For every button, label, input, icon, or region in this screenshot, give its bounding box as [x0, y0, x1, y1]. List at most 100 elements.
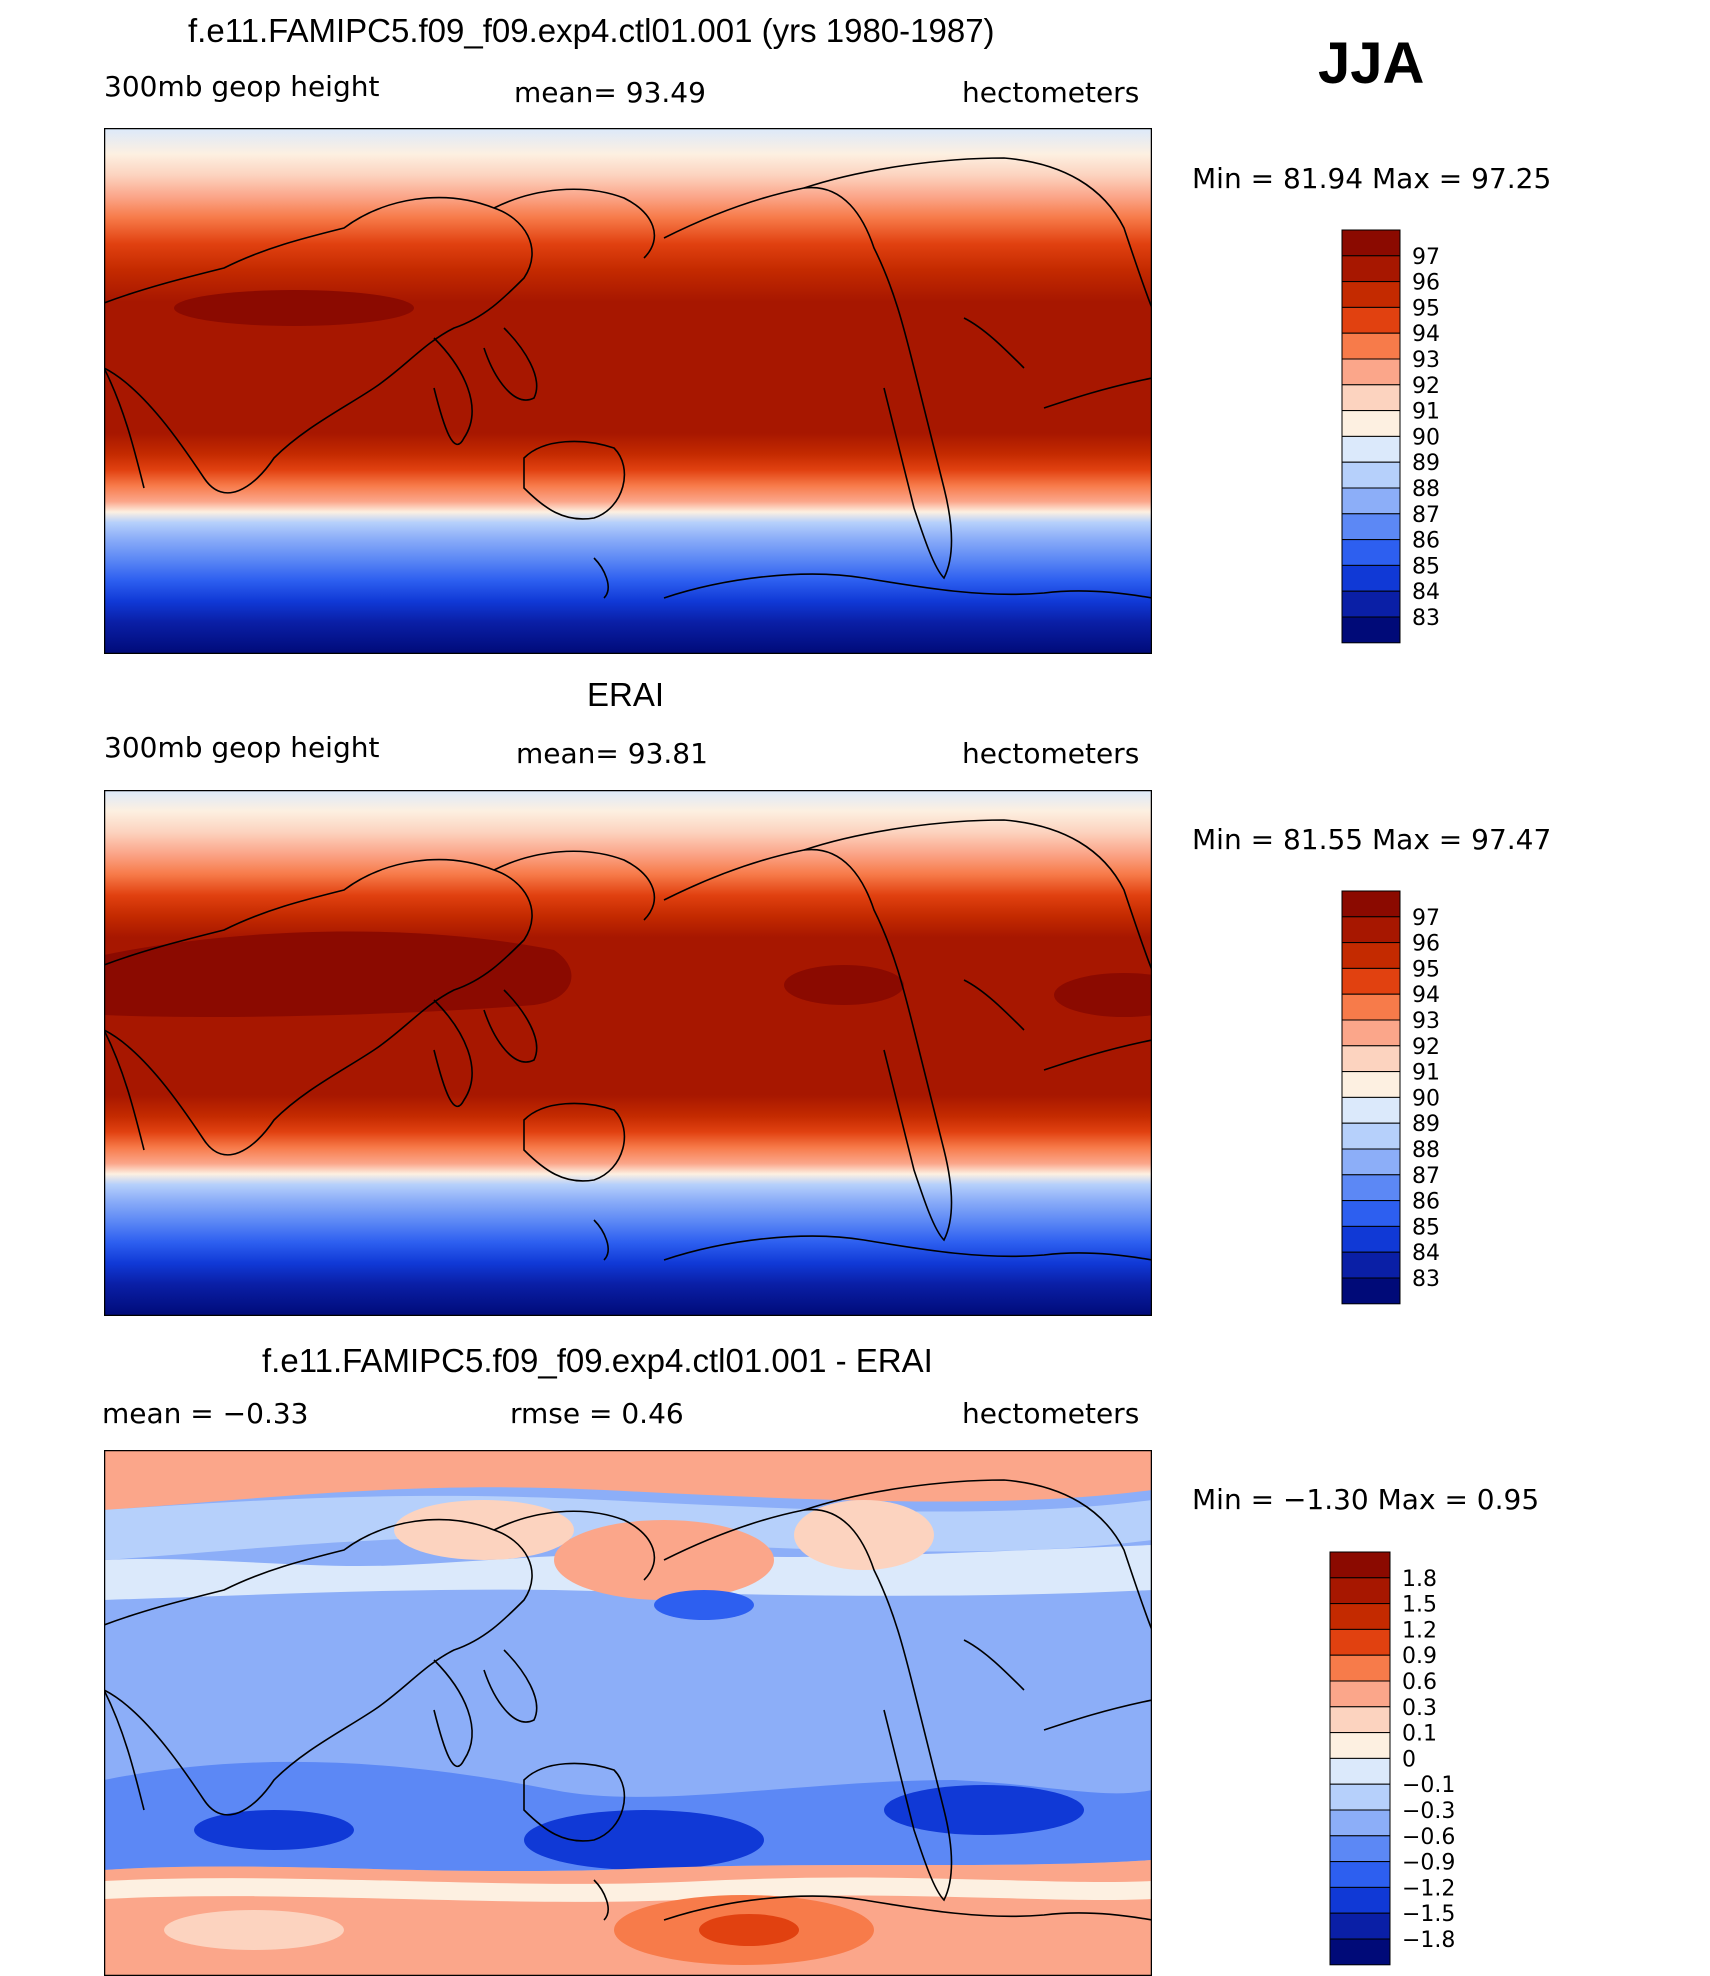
colorbar-box	[1341, 229, 1401, 257]
colorbar-label: −0.6	[1402, 1825, 1455, 1850]
colorbar-label: −1.5	[1402, 1902, 1455, 1927]
colorbar-label: −0.9	[1402, 1851, 1455, 1876]
colorbar-box	[1341, 1277, 1401, 1305]
colorbar-label: 96	[1412, 932, 1440, 957]
colorbar-box	[1341, 1251, 1401, 1279]
colorbar-box	[1329, 1757, 1391, 1785]
colorbar-box	[1341, 1174, 1401, 1202]
panel-1-mean-label: mean= 93.49	[514, 76, 706, 109]
colorbar-box	[1341, 916, 1401, 944]
colorbar-box	[1329, 1551, 1391, 1579]
panel-1-units-label: hectometers	[962, 76, 1140, 109]
panel-3-minmax: Min = −1.30 Max = 0.95	[1192, 1483, 1540, 1516]
colorbar-label: 85	[1412, 554, 1440, 579]
colorbar-label: 93	[1412, 1009, 1440, 1034]
panel-2-mean-label: mean= 93.81	[516, 737, 708, 770]
colorbar-box	[1341, 410, 1401, 437]
colorbar-label: 1.2	[1402, 1618, 1437, 1643]
colorbar-label: 87	[1412, 1164, 1440, 1189]
panel-3-units-label: hectometers	[962, 1397, 1140, 1430]
panel-3-colorbar: 1.81.51.20.90.60.30.10−0.1−0.3−0.6−0.9−1…	[1329, 1551, 1455, 1966]
colorbar-box	[1341, 1200, 1401, 1227]
colorbar-label: 95	[1412, 957, 1440, 982]
panel-2-coastlines	[104, 819, 1152, 1261]
colorbar-label: 95	[1412, 296, 1440, 321]
colorbar-box	[1341, 967, 1401, 995]
panel-1-coastlines	[104, 157, 1152, 599]
colorbar-label: 90	[1412, 425, 1440, 450]
panel-3-rmse-label: rmse = 0.46	[510, 1397, 684, 1430]
colorbar-label: 86	[1412, 529, 1440, 554]
colorbar-label: 0.3	[1402, 1696, 1437, 1721]
colorbar-box	[1341, 1019, 1401, 1047]
colorbar-box	[1329, 1706, 1391, 1734]
colorbar-box	[1341, 1148, 1401, 1176]
colorbar-label: 90	[1412, 1086, 1440, 1111]
colorbar-label: 89	[1412, 1112, 1440, 1137]
colorbar-box	[1329, 1783, 1391, 1811]
colorbar-label: 92	[1412, 374, 1440, 399]
panel-1-title: f.e11.FAMIPC5.f09_f09.exp4.ctl01.001 (yr…	[188, 12, 995, 49]
colorbar-label: 83	[1412, 1267, 1440, 1292]
panel-3-title: f.e11.FAMIPC5.f09_f09.exp4.ctl01.001 - E…	[262, 1342, 933, 1379]
colorbar-label: 96	[1412, 271, 1440, 296]
colorbar-box	[1341, 1096, 1401, 1124]
colorbar-box	[1341, 358, 1401, 386]
colorbar-box	[1341, 564, 1401, 592]
panel-1-map	[104, 128, 1152, 654]
colorbar-box	[1341, 1045, 1401, 1073]
colorbar-label: 84	[1412, 580, 1440, 605]
colorbar-label: 97	[1412, 906, 1440, 931]
panel-2-title: ERAI	[587, 676, 665, 713]
colorbar-label: 91	[1412, 400, 1440, 425]
colorbar-label: 88	[1412, 477, 1440, 502]
colorbar-box	[1329, 1886, 1391, 1914]
colorbar-label: 89	[1412, 451, 1440, 476]
colorbar-box	[1341, 384, 1401, 412]
colorbar-box	[1341, 942, 1401, 969]
colorbar-box	[1341, 1122, 1401, 1150]
colorbar-box	[1341, 590, 1401, 618]
colorbar-box	[1329, 1835, 1391, 1863]
colorbar-box	[1341, 1071, 1401, 1098]
colorbar-box	[1341, 487, 1401, 515]
colorbar-label: 86	[1412, 1190, 1440, 1215]
colorbar-label: 0.9	[1402, 1644, 1437, 1669]
colorbar-label: 97	[1412, 245, 1440, 270]
colorbar-label: −1.2	[1402, 1876, 1455, 1901]
colorbar-box	[1329, 1680, 1391, 1708]
panel-3-coastlines	[104, 1479, 1152, 1921]
colorbar-label: 93	[1412, 348, 1440, 373]
colorbar-box	[1341, 306, 1401, 334]
colorbar-box	[1329, 1732, 1391, 1759]
panel-1-left-label: 300mb geop height	[104, 70, 380, 103]
colorbar-label: −1.8	[1402, 1928, 1455, 1953]
colorbar-box	[1329, 1861, 1391, 1888]
colorbar-label: 0.6	[1402, 1670, 1437, 1695]
colorbar-box	[1329, 1603, 1391, 1630]
colorbar-label: 84	[1412, 1241, 1440, 1266]
panel-1-minmax: Min = 81.94 Max = 97.25	[1192, 162, 1552, 195]
colorbar-label: 0.1	[1402, 1722, 1437, 1747]
colorbar-box	[1341, 993, 1401, 1021]
colorbar-box	[1341, 539, 1401, 566]
panel-2-map	[104, 790, 1152, 1316]
colorbar-label: 1.8	[1402, 1567, 1437, 1592]
colorbar-box	[1329, 1912, 1391, 1940]
colorbar-box	[1329, 1577, 1391, 1605]
colorbar-box	[1341, 281, 1401, 308]
colorbar-label: −0.3	[1402, 1799, 1455, 1824]
colorbar-box	[1329, 1628, 1391, 1656]
colorbar-label: 94	[1412, 983, 1440, 1008]
colorbar-label: −0.1	[1402, 1773, 1455, 1798]
colorbar-box	[1329, 1809, 1391, 1837]
colorbar-box	[1341, 461, 1401, 489]
panel-3-map	[104, 1450, 1152, 1976]
panel-2-minmax: Min = 81.55 Max = 97.47	[1192, 823, 1552, 856]
colorbar-label: 94	[1412, 322, 1440, 347]
colorbar-box	[1341, 513, 1401, 541]
colorbar-label: 92	[1412, 1035, 1440, 1060]
colorbar-label: 0	[1402, 1747, 1416, 1772]
panel-2-units-label: hectometers	[962, 737, 1140, 770]
